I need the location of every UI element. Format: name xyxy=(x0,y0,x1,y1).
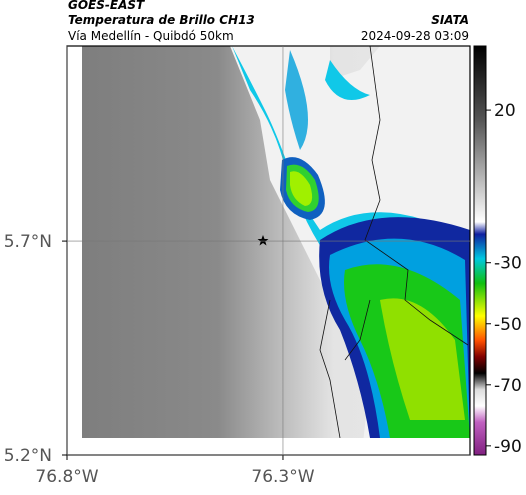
x-tick-label: 76.8°W xyxy=(35,467,98,487)
colorbar-tick-label: -70 xyxy=(494,376,522,396)
x-tick-label: 76.3°W xyxy=(251,467,314,487)
colorbar xyxy=(473,45,487,456)
y-tick-label: 5.2°N xyxy=(4,446,52,466)
source: GOES-EAST xyxy=(68,0,145,12)
colorbar-tick-label: 20 xyxy=(494,101,516,121)
title: Temperatura de Brillo CH13 xyxy=(68,13,255,27)
datetime: 2024-09-28 03:09 xyxy=(361,29,469,43)
org: SIATA xyxy=(431,13,469,27)
subtitle: Vía Medellín - Quibdó 50km xyxy=(68,29,234,43)
colorbar-tick-label: -90 xyxy=(494,437,522,457)
star-marker xyxy=(257,235,269,246)
colorbar-tick-label: -30 xyxy=(494,254,522,274)
brightness-image xyxy=(82,46,470,438)
colorbar-tick-label: -50 xyxy=(494,315,522,335)
y-tick-label: 5.7°N xyxy=(4,232,52,252)
